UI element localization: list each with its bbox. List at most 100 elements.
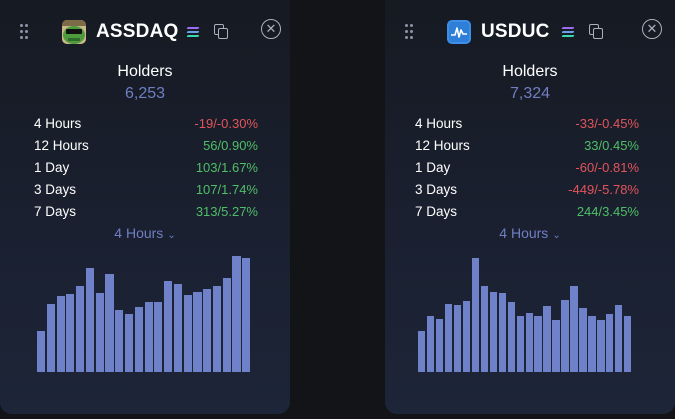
period-label: 3 Days <box>34 181 77 197</box>
holder-change-row: 3 Days 107/1.74% <box>34 178 258 200</box>
period-label: 4 Hours <box>34 116 82 132</box>
chart-bar <box>606 314 614 372</box>
chart-bar <box>418 331 426 372</box>
solana-icon <box>186 26 200 38</box>
change-value: 103/1.67% <box>195 159 258 175</box>
chart-bar <box>164 280 173 372</box>
chart-bar <box>124 314 134 372</box>
period-label: 12 Hours <box>34 138 89 154</box>
token-card-assdaq: ASSDAQ ✕ Holders 6,253 4 Hours -19/-0.30… <box>0 0 290 414</box>
change-value: 56/0.90% <box>203 138 258 154</box>
chart-bar <box>597 320 605 372</box>
chevron-down-icon: ⌄ <box>167 230 176 241</box>
chart-bar <box>154 302 163 372</box>
range-dropdown[interactable]: 4 Hours ⌄ <box>385 225 675 241</box>
holders-label: Holders <box>502 63 558 80</box>
chart-bar <box>480 285 489 372</box>
copy-icon[interactable] <box>214 24 229 39</box>
chart-bar <box>570 285 578 372</box>
holders-label: Holders <box>117 63 173 80</box>
change-value: 107/1.74% <box>195 181 258 197</box>
holder-change-row: 7 Days 313/5.27% <box>34 200 258 222</box>
period-label: 12 Hours <box>415 138 470 154</box>
holders-count: 6,253 <box>124 85 166 102</box>
chart-bar <box>552 320 560 372</box>
change-value: -449/-5.78% <box>568 181 639 197</box>
holder-change-row: 12 Hours 56/0.90% <box>34 135 258 157</box>
holder-change-row: 1 Day 103/1.67% <box>34 157 258 179</box>
close-icon[interactable]: ✕ <box>642 19 662 39</box>
panel-gap <box>290 0 385 419</box>
chart-bar <box>134 307 143 372</box>
chart-bar <box>489 291 497 372</box>
chart-bar <box>498 292 506 372</box>
token-ticker: USDUC <box>481 21 550 42</box>
copy-icon[interactable] <box>589 24 604 39</box>
range-dropdown[interactable]: 4 Hours ⌄ <box>0 225 290 241</box>
chart-bar <box>579 308 587 372</box>
token-ticker: ASSDAQ <box>96 21 179 42</box>
period-label: 1 Day <box>415 159 451 175</box>
period-label: 7 Days <box>34 203 77 219</box>
change-value: -33/-0.45% <box>575 116 639 132</box>
holder-change-row: 3 Days -449/-5.78% <box>415 178 639 200</box>
chart-bar <box>56 296 65 372</box>
chart-bar <box>462 301 471 372</box>
chart-bar <box>203 289 212 372</box>
range-dropdown-label: 4 Hours <box>114 225 164 241</box>
chart-bar <box>232 255 241 372</box>
chart-bar <box>105 273 114 372</box>
change-value: -60/-0.81% <box>575 159 639 175</box>
holders-count: 7,324 <box>509 85 551 102</box>
frog-logo-icon <box>62 20 86 44</box>
chart-bar <box>95 292 104 372</box>
chart-bar <box>561 300 569 372</box>
chart-bar <box>76 285 85 372</box>
holder-change-list: 4 Hours -19/-0.30% 12 Hours 56/0.90% 1 D… <box>34 113 258 222</box>
chart-bar <box>183 295 192 372</box>
period-label: 7 Days <box>415 203 458 219</box>
drag-handle-icon[interactable] <box>20 24 30 40</box>
holder-change-row: 4 Hours -33/-0.45% <box>415 113 639 135</box>
chart-bar <box>534 315 542 372</box>
chart-bar <box>46 303 55 372</box>
period-label: 4 Hours <box>415 116 463 132</box>
holder-change-row: 1 Day -60/-0.81% <box>415 157 639 179</box>
holders-bar-chart <box>418 252 633 372</box>
chart-bar <box>222 278 231 372</box>
chart-bar <box>37 331 46 372</box>
change-value: 244/3.45% <box>576 203 639 219</box>
chart-bar <box>624 315 632 372</box>
chart-bar <box>507 302 515 372</box>
chart-bar <box>444 303 453 372</box>
change-value: 33/0.45% <box>584 138 639 154</box>
chart-bar <box>212 285 222 372</box>
period-label: 1 Day <box>34 159 70 175</box>
holder-change-row: 4 Hours -19/-0.30% <box>34 113 258 135</box>
chart-bar <box>173 284 182 372</box>
chart-bar <box>115 309 124 372</box>
chart-bar <box>525 313 533 372</box>
chart-bar <box>435 319 444 372</box>
chart-bar <box>543 306 551 372</box>
change-value: -19/-0.30% <box>194 116 258 132</box>
solana-icon <box>561 26 575 38</box>
holder-change-row: 7 Days 244/3.45% <box>415 200 639 222</box>
period-label: 3 Days <box>415 181 458 197</box>
change-value: 313/5.27% <box>195 203 258 219</box>
chart-bar <box>516 315 524 372</box>
chart-bar <box>471 258 480 372</box>
holder-change-row: 12 Hours 33/0.45% <box>415 135 639 157</box>
holders-bar-chart <box>37 252 252 372</box>
chart-bar <box>242 258 251 372</box>
token-card-usduc: USDUC ✕ Holders 7,324 4 Hours -33/-0.45%… <box>385 0 675 414</box>
range-dropdown-label: 4 Hours <box>499 225 549 241</box>
close-icon[interactable]: ✕ <box>261 19 281 39</box>
drag-handle-icon[interactable] <box>405 24 415 40</box>
holder-change-list: 4 Hours -33/-0.45% 12 Hours 33/0.45% 1 D… <box>415 113 639 222</box>
chart-bar <box>85 267 95 372</box>
usduc-logo-icon <box>447 20 471 44</box>
chart-bar <box>588 315 596 372</box>
chart-bar <box>193 291 202 372</box>
chart-bar <box>144 302 153 372</box>
